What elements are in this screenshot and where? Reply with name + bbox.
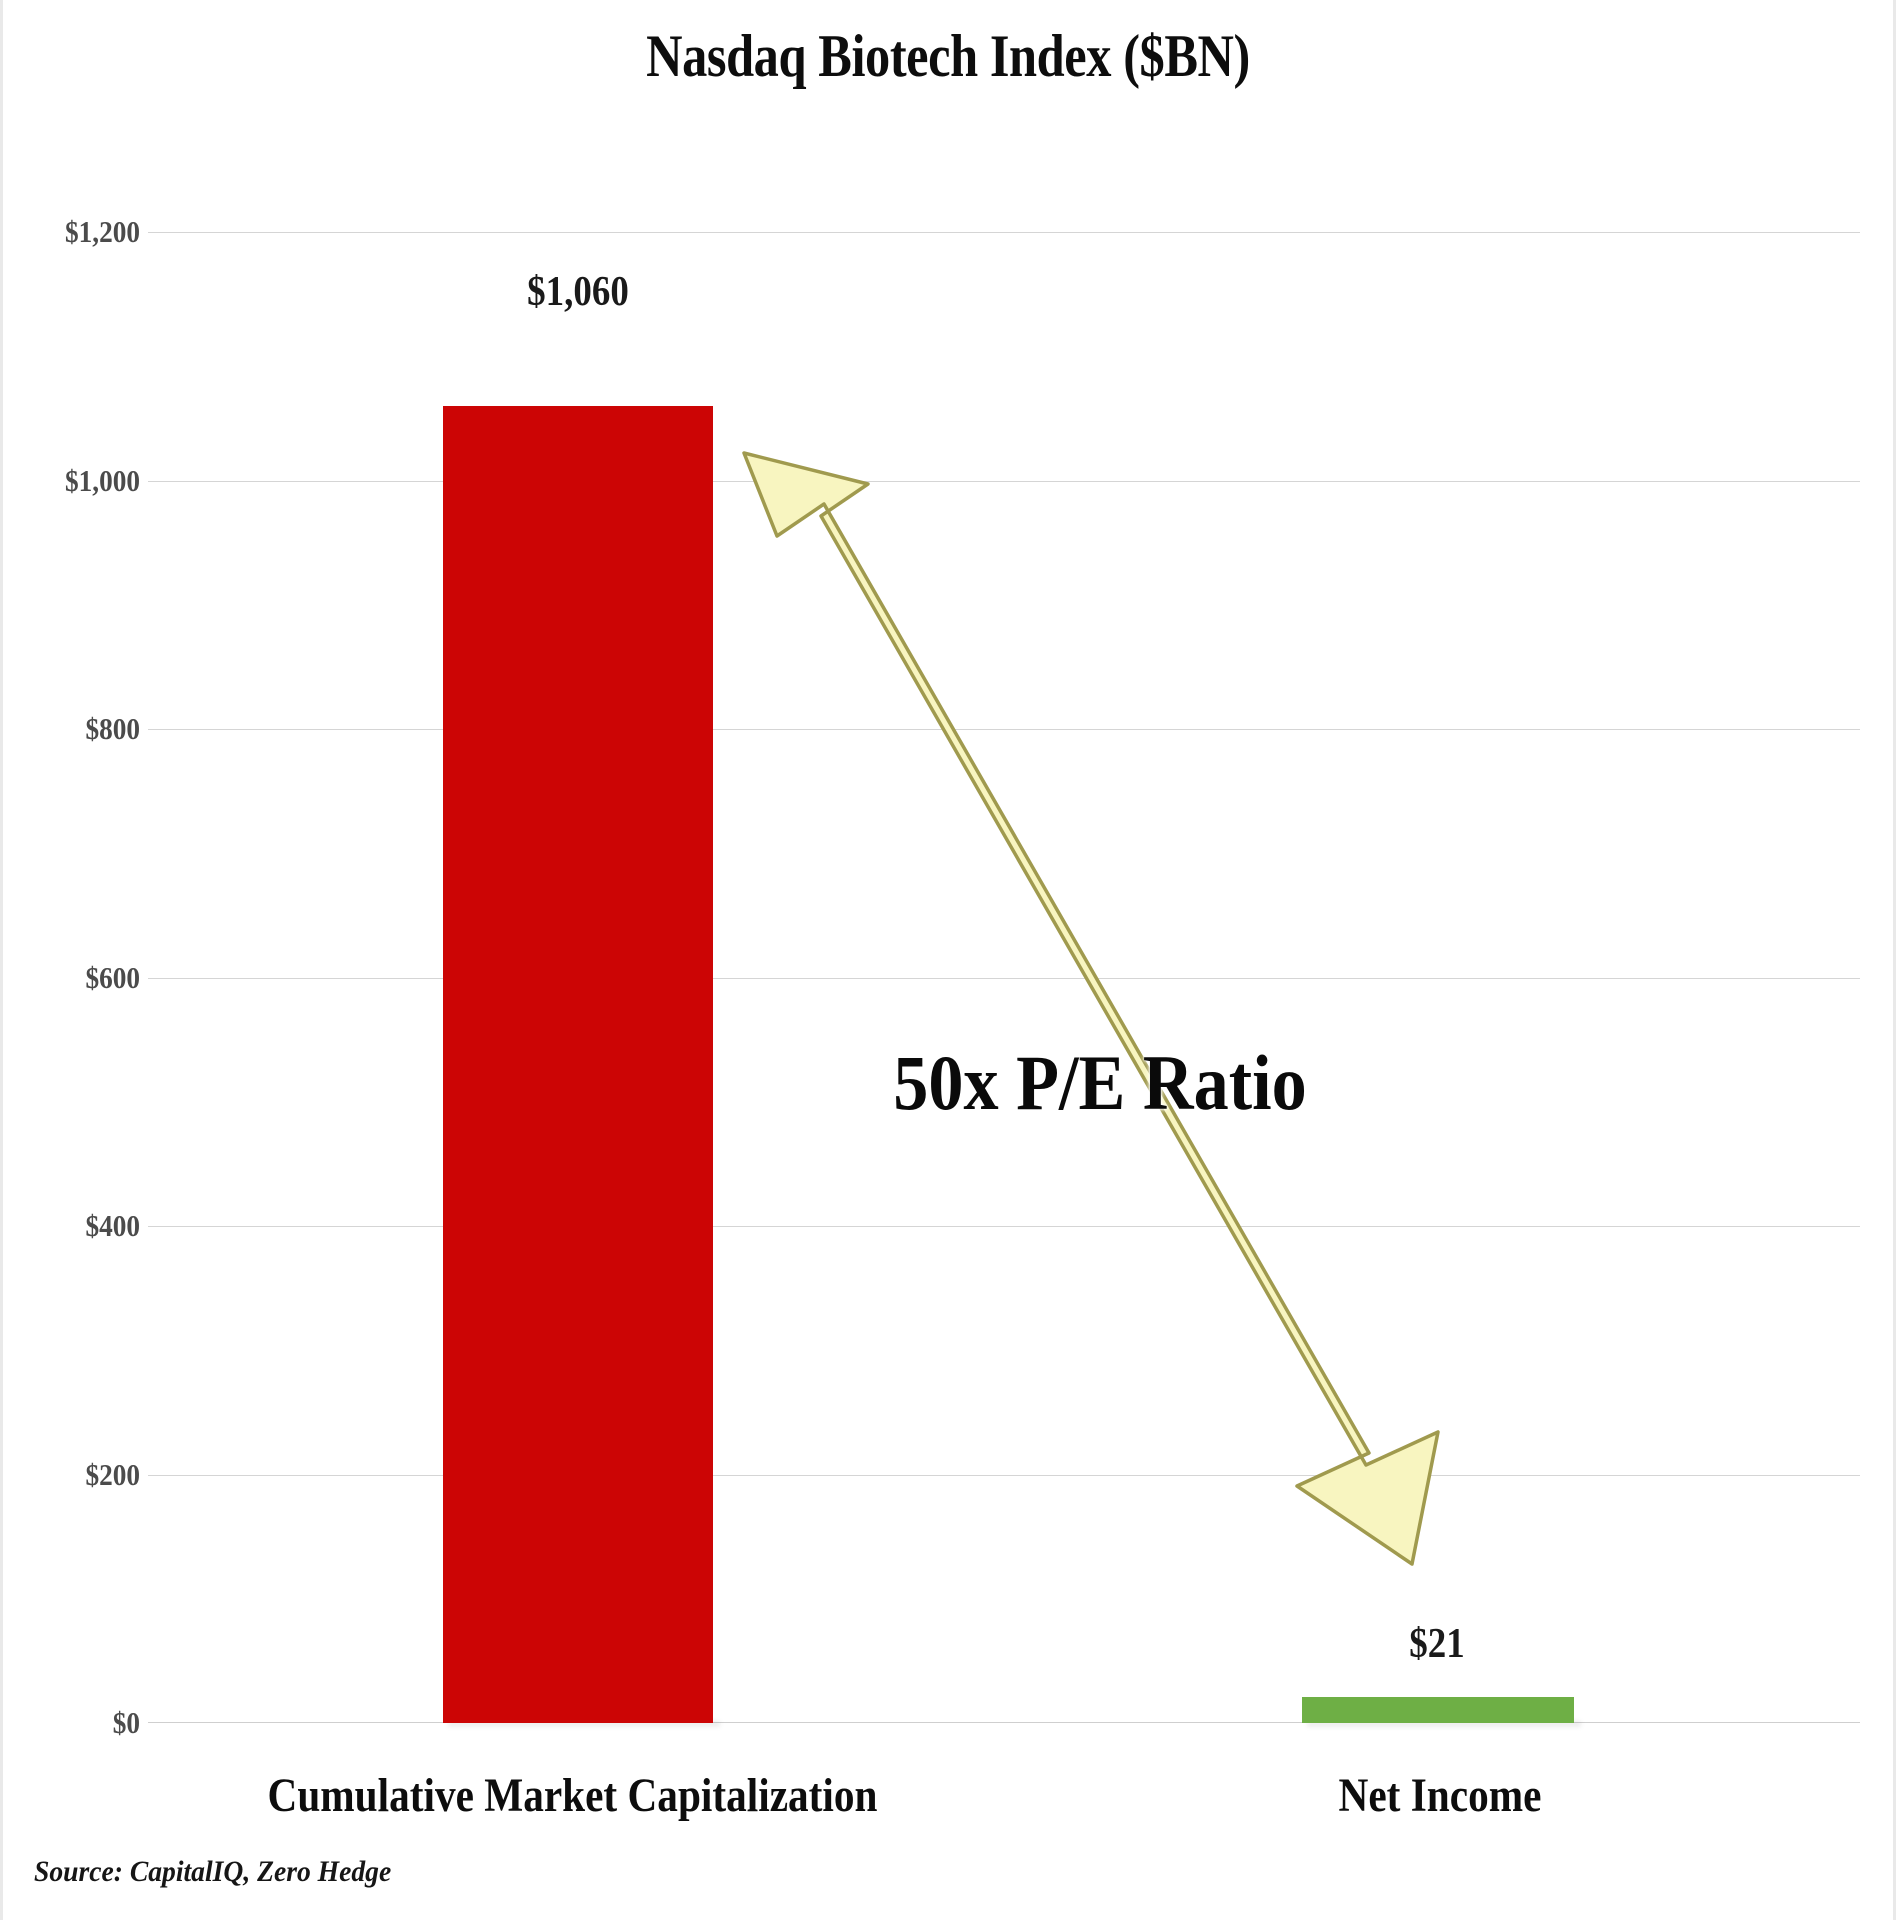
gridline-200	[148, 1474, 1860, 1476]
gridline-600	[148, 977, 1860, 979]
gridline-0	[148, 1722, 1860, 1723]
source-note: Source: CapitalIQ, Zero Hedge	[34, 1855, 392, 1888]
bar-cumulative-market-capitalization[interactable]	[443, 406, 713, 1723]
net-income-bar-shadow	[1307, 1721, 1581, 1727]
plot-area	[148, 232, 1860, 1727]
bar-net-income[interactable]	[1302, 1697, 1574, 1723]
y-tick-600: $600	[85, 959, 140, 995]
category-label-cumulative-market-capitalization: Cumulative Market Capitalization	[267, 1769, 878, 1822]
y-tick-1200: $1,200	[64, 214, 140, 249]
pe-ratio-annotation: 50x P/E Ratio	[893, 1039, 1307, 1126]
gridline-800	[148, 729, 1860, 730]
y-tick-800: $800	[85, 711, 140, 746]
bar-value-market-cap: $1,060	[527, 269, 629, 315]
right-border	[1893, 0, 1896, 1920]
y-tick-1000: $1,000	[64, 462, 140, 498]
bar-value-net-income: $21	[1409, 1621, 1465, 1667]
gridline-400	[148, 1226, 1860, 1227]
gridline-1000	[148, 480, 1860, 482]
category-label-net-income: Net Income	[1338, 1769, 1542, 1822]
y-tick-0: $0	[112, 1705, 140, 1740]
gridline-1200	[148, 232, 1860, 233]
y-tick-400: $400	[85, 1208, 140, 1243]
left-border	[0, 0, 3, 1920]
market-cap-bar-shadow	[448, 1721, 720, 1727]
chart-title: Nasdaq Biotech Index ($BN)	[646, 23, 1250, 89]
y-axis: $1,200 $1,000 $800 $600 $400 $200 $0	[0, 214, 140, 1740]
y-tick-200: $200	[85, 1456, 140, 1492]
